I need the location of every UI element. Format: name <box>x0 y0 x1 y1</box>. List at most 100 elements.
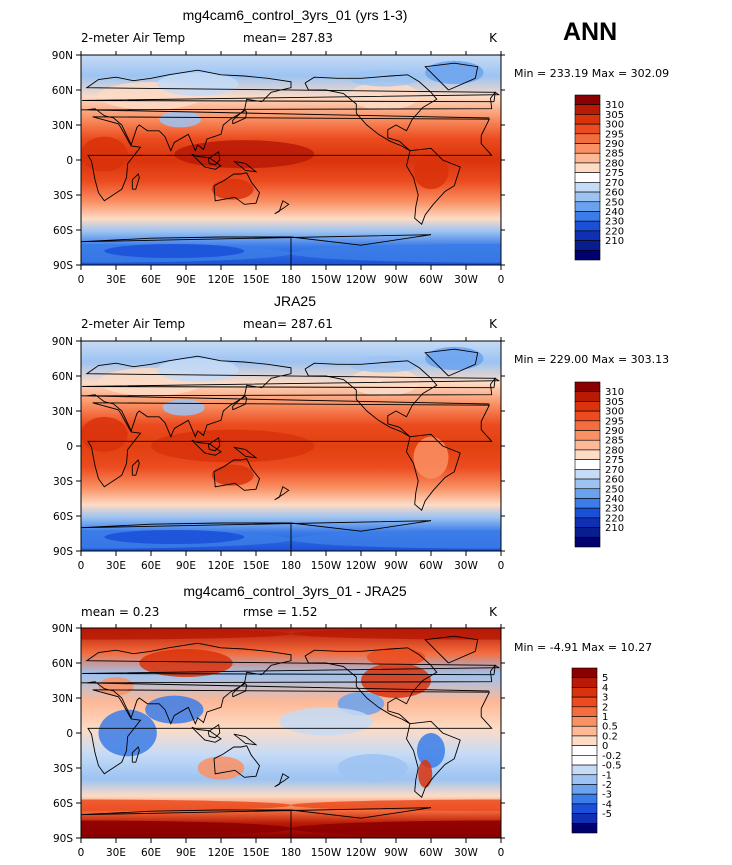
colorbar-swatch <box>574 152 601 164</box>
colorbar-label: 270 <box>605 178 624 189</box>
coastline-newguinea <box>233 733 258 746</box>
panel-obs: JRA25 2-meter Air Temp mean= 287.61 K Min = … <box>0 293 709 572</box>
coastline-greenland <box>424 348 479 377</box>
coastline-samerica <box>0 148 40 224</box>
field-label: 2-meter Air Temp <box>81 317 185 331</box>
field-anomaly <box>5 347 63 370</box>
colorbar-label: 280 <box>605 158 624 169</box>
coastline-indonesia <box>191 153 222 170</box>
x-tick-label: 150E <box>243 847 270 859</box>
y-tick-label: 90N <box>52 623 73 635</box>
colorbar-label: -1 <box>602 770 612 781</box>
coastline-greenland <box>5 636 58 663</box>
y-tick-label: 60S <box>53 798 73 810</box>
y-tick-label: 30S <box>53 476 73 488</box>
units-label: K <box>489 605 498 619</box>
coastline-africa <box>87 689 493 775</box>
x-tick-label: 60W <box>419 847 443 859</box>
field-anomaly <box>291 820 501 837</box>
colorbar-swatch <box>571 735 598 746</box>
mean-label: mean= 287.61 <box>243 317 333 331</box>
map-field <box>0 628 709 838</box>
colorbar-label: 250 <box>605 484 624 495</box>
y-tick-label: 30S <box>53 763 73 775</box>
coastline-antarctica <box>500 814 501 815</box>
coastline-newzealand <box>274 486 290 501</box>
y-tick-label: 60S <box>53 511 73 523</box>
colorbar-swatch <box>574 478 601 490</box>
coastline-australia <box>634 459 680 491</box>
colorbar-swatch <box>574 211 601 222</box>
coastline-samerica <box>406 720 461 798</box>
x-tick-label: 30E <box>106 274 126 286</box>
field-anomaly <box>417 733 445 768</box>
y-tick-label: 0 <box>66 441 73 453</box>
coastline-newguinea <box>233 160 258 173</box>
coastline-newzealand <box>695 774 709 787</box>
x-tick-label: 120E <box>208 560 235 572</box>
field-anomaly <box>632 465 674 486</box>
coastline-samerica <box>406 433 461 511</box>
colorbar-swatch <box>574 230 601 241</box>
coastline-africa <box>87 402 493 488</box>
colorbar-label: 240 <box>605 207 624 218</box>
x-tick-label: 150W <box>311 274 342 286</box>
field-anomaly <box>425 60 484 85</box>
coastline-namerica <box>725 75 732 151</box>
x-tick-label: 0 <box>78 560 85 572</box>
colorbar-label: -3 <box>602 790 612 801</box>
x-tick-label: 30E <box>106 560 126 572</box>
coastline-japan <box>653 110 667 124</box>
field-anomaly <box>366 647 426 667</box>
panel-difference: mg4cam6_control_3yrs_01 - JRA25 mean = 0.… <box>0 583 709 859</box>
x-tick-label: 30W <box>454 847 478 859</box>
x-tick-label: 90W <box>384 847 408 859</box>
field-anomaly <box>291 799 501 812</box>
y-tick-label: 90S <box>53 546 73 558</box>
colorbar-label: 260 <box>605 475 624 486</box>
coastline-eurasia <box>0 356 75 437</box>
colorbar-label: 240 <box>605 494 624 505</box>
field-anomaly <box>81 820 291 837</box>
colorbar-label: 0.5 <box>602 722 618 733</box>
coastline-eurasia <box>500 682 501 684</box>
field-anomaly <box>0 733 25 768</box>
field-anomaly <box>349 356 420 373</box>
colorbar-label: -5 <box>602 809 612 820</box>
colorbar-label: 290 <box>605 426 624 437</box>
field-anomaly <box>197 756 245 780</box>
coastline-africa <box>87 116 493 202</box>
y-tick-label: 60N <box>52 658 73 670</box>
coastline-newzealand <box>695 487 709 500</box>
y-tick-label: 30N <box>52 120 73 132</box>
coastline-antarctica <box>0 808 11 838</box>
x-tick-label: 90E <box>176 847 196 859</box>
field-anomaly <box>139 649 233 677</box>
coastline-namerica <box>304 647 438 725</box>
y-tick-label: 0 <box>66 155 73 167</box>
colorbar-swatch <box>571 745 598 756</box>
y-tick-label: 0 <box>66 728 73 740</box>
coastline-uk <box>82 91 501 103</box>
colorbar-swatch <box>574 391 601 402</box>
field-anomaly <box>81 799 291 812</box>
x-tick-label: 150E <box>243 560 270 572</box>
coastline-samerica <box>0 434 40 510</box>
colorbar-label: 300 <box>605 120 624 131</box>
x-tick-label: 180 <box>281 847 301 859</box>
field-label: mean = 0.23 <box>81 605 159 619</box>
colorbar-label: 260 <box>605 188 624 199</box>
colorbar-label: 1 <box>602 712 608 723</box>
coastline-greenland <box>424 635 479 664</box>
coastline-eurasia <box>0 643 75 724</box>
coastline-borneo <box>207 151 221 166</box>
colorbar-swatch <box>571 706 598 717</box>
x-tick-label: 30E <box>106 847 126 859</box>
coastline-greenland <box>5 349 58 376</box>
x-tick-label: 90E <box>176 560 196 572</box>
colorbar-label: 3 <box>602 693 608 704</box>
panel-title: JRA25 <box>274 293 316 309</box>
min-max-label: Min = 233.19 Max = 302.09 <box>514 67 669 80</box>
colorbar-swatch <box>574 488 601 499</box>
colorbar-label: 310 <box>605 100 624 111</box>
